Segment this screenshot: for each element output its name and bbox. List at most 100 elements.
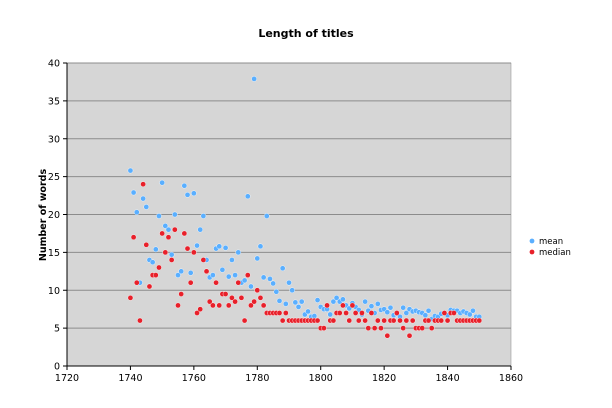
mean-point — [235, 249, 242, 256]
mean-point — [327, 311, 334, 318]
legend-label-median: median — [539, 248, 571, 258]
median-point — [444, 317, 451, 324]
median-point — [419, 325, 426, 331]
median-point — [368, 310, 375, 316]
mean-point — [289, 287, 295, 294]
mean-point — [244, 193, 251, 200]
median-point — [346, 317, 353, 324]
mean-point — [178, 268, 184, 275]
mean-point — [194, 242, 200, 249]
median-point — [390, 317, 397, 324]
x-tick-label: 1720 — [55, 373, 79, 384]
median-point — [143, 241, 150, 248]
mean-point — [273, 288, 280, 295]
mean-point — [181, 182, 188, 189]
x-tick-label: 1860 — [499, 373, 523, 384]
median-point — [340, 302, 346, 309]
median-point — [359, 310, 365, 316]
median-point — [200, 257, 207, 263]
median-point — [352, 310, 359, 316]
mean-point — [374, 301, 381, 307]
median-point — [168, 257, 175, 263]
median-point — [248, 302, 254, 309]
median-point — [191, 249, 197, 256]
legend-marker-mean — [529, 238, 535, 244]
median-point — [133, 279, 140, 286]
mean-point — [403, 310, 410, 316]
mean-point — [422, 312, 429, 319]
y-tick-label: 15 — [48, 248, 60, 259]
median-point — [181, 230, 188, 237]
median-point — [314, 317, 321, 324]
y-tick-label: 40 — [48, 59, 60, 70]
median-point — [371, 325, 378, 331]
median-point — [235, 279, 242, 286]
median-point — [210, 302, 216, 309]
mean-point — [260, 274, 267, 281]
median-point — [127, 295, 134, 301]
mean-point — [400, 304, 406, 311]
mean-point — [267, 276, 273, 282]
mean-point — [466, 311, 473, 318]
median-point — [130, 234, 137, 241]
median-point — [184, 245, 191, 252]
y-tick-label: 0 — [54, 362, 60, 373]
median-point — [362, 317, 368, 324]
x-tick-label: 1840 — [435, 373, 459, 384]
legend-marker-median — [529, 249, 535, 255]
median-point — [394, 310, 400, 316]
median-point — [355, 317, 362, 324]
mean-point — [387, 304, 394, 311]
mean-point — [248, 283, 254, 290]
mean-point — [470, 307, 476, 314]
median-point — [159, 230, 165, 237]
mean-point — [279, 265, 286, 272]
median-point — [349, 302, 356, 309]
mean-point — [191, 190, 197, 197]
mean-point — [130, 189, 137, 196]
median-point — [175, 302, 181, 309]
mean-point — [143, 204, 150, 210]
median-point — [165, 234, 172, 241]
mean-point — [172, 211, 178, 218]
median-point — [241, 317, 248, 324]
median-point — [146, 283, 153, 290]
mean-point — [368, 303, 375, 309]
median-point — [257, 295, 264, 301]
median-point — [403, 317, 410, 324]
median-point — [365, 325, 372, 331]
mean-point — [159, 179, 165, 186]
median-point — [279, 317, 286, 324]
mean-point — [298, 298, 305, 305]
median-point — [343, 310, 349, 316]
median-point — [232, 298, 238, 305]
mean-point — [162, 223, 169, 229]
mean-point — [251, 76, 257, 82]
mean-point — [216, 243, 223, 250]
median-point — [438, 317, 445, 324]
mean-point — [133, 209, 140, 216]
median-point — [384, 332, 391, 339]
legend-label-mean: mean — [539, 237, 563, 247]
mean-point — [241, 277, 248, 284]
median-point — [476, 317, 483, 324]
median-point — [260, 302, 267, 309]
mean-point — [254, 255, 261, 262]
mean-point — [232, 272, 238, 278]
mean-point — [340, 296, 346, 303]
mean-point — [229, 257, 235, 263]
mean-point — [175, 272, 181, 278]
median-point — [254, 287, 261, 294]
mean-point — [270, 280, 276, 287]
y-axis-label: Number of words — [38, 169, 49, 262]
mean-point — [156, 213, 162, 219]
median-point — [321, 325, 327, 331]
mean-point — [283, 301, 289, 307]
y-tick-label: 25 — [48, 172, 60, 183]
median-point — [374, 317, 381, 324]
mean-point — [210, 272, 216, 278]
median-point — [194, 310, 200, 316]
median-point — [451, 310, 457, 316]
mean-point — [305, 308, 311, 315]
